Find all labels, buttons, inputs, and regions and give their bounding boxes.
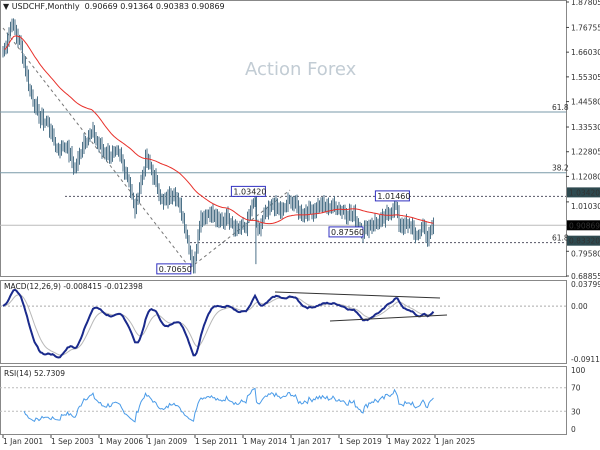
y-tick-label: 1.76755 xyxy=(571,23,600,32)
y-tick-label: 1.33530 xyxy=(571,123,600,132)
rsi-tick-label: 30 xyxy=(571,407,581,416)
price-annotation-box xyxy=(374,190,410,202)
macd-tick-label: 0.00 xyxy=(571,302,588,311)
y-tick-label: 1.12080 xyxy=(571,172,600,181)
price-tag-label: 0.83320 xyxy=(569,237,600,246)
fib-label: 61.8 xyxy=(552,234,569,243)
price-annotation-box xyxy=(156,263,192,275)
x-tick-label: 1 May 2014 xyxy=(243,437,287,446)
y-tick-label: 1.44580 xyxy=(571,98,600,107)
x-tick-label: 1 Sep 2003 xyxy=(51,437,94,446)
fib-label: 38.2 xyxy=(552,164,569,173)
x-tick-label: 1 Jan 2025 xyxy=(435,437,475,446)
x-tick-label: 1 Sep 2019 xyxy=(339,437,382,446)
price-tag-label: 1.03420 xyxy=(569,188,600,197)
price-annotation: 1.03420 xyxy=(233,187,266,196)
moving-average-line xyxy=(4,35,434,225)
y-tick-label: 1.66030 xyxy=(571,48,600,57)
x-tick-label: 1 May 2022 xyxy=(387,437,431,446)
chart-header: ▼ USDCHF,Monthly 0.90669 0.91364 0.90383… xyxy=(3,2,225,11)
macd-title: MACD(12,26,9) -0.008415 -0.012398 xyxy=(4,282,143,291)
price-tag xyxy=(567,235,600,246)
macd-tick-label: -0.091147 xyxy=(571,355,600,364)
x-tick-label: 1 Jan 2001 xyxy=(3,437,43,446)
price-annotation-box xyxy=(328,226,364,238)
y-tick-label: 1.22805 xyxy=(571,148,600,157)
macd-panel xyxy=(0,280,567,364)
price-annotation: 0.70650 xyxy=(159,265,192,274)
watermark: Action Forex xyxy=(245,59,357,80)
ohlc-values: 0.90669 0.91364 0.90383 0.90869 xyxy=(84,2,225,11)
price-tag-label: 0.90869 xyxy=(569,221,600,230)
x-tick-label: 1 May 2006 xyxy=(99,437,143,446)
x-tick-label: 1 Jan 2017 xyxy=(291,437,331,446)
rsi-panel xyxy=(0,366,567,435)
y-tick-label: 1.01030 xyxy=(571,202,600,211)
rsi-title: RSI(14) 52.7309 xyxy=(4,369,65,378)
dropdown-icon[interactable]: ▼ xyxy=(3,2,10,11)
symbol-label: USDCHF,Monthly xyxy=(11,2,80,11)
price-tag xyxy=(567,187,600,198)
macd-trendline-lower xyxy=(329,314,448,322)
price-annotation: 1.01460 xyxy=(377,192,410,201)
macd-trendline-upper xyxy=(274,291,441,299)
rsi-tick-label: 100 xyxy=(571,366,586,375)
y-tick-label: 1.55305 xyxy=(571,73,600,82)
y-tick-label: 0.68855 xyxy=(571,272,600,281)
x-tick-label: 1 Jan 2009 xyxy=(147,437,187,446)
price-annotation: 0.87560 xyxy=(331,228,364,237)
macd-signal-line xyxy=(2,294,434,356)
rsi-line xyxy=(23,387,434,423)
x-tick-label: 1 Sep 2011 xyxy=(195,437,238,446)
main-panel xyxy=(0,0,567,277)
price-annotation-box xyxy=(230,185,266,197)
y-tick-label: 1.87805 xyxy=(571,0,600,7)
macd-line xyxy=(2,288,435,359)
trend-line xyxy=(2,27,191,269)
macd-tick-label: 0.037998 xyxy=(571,280,600,289)
rsi-tick-label: 0 xyxy=(571,425,576,434)
y-tick-label: 0.79580 xyxy=(571,249,600,258)
fib-label: 61.8 xyxy=(552,103,569,112)
price-tag xyxy=(567,220,600,231)
rsi-tick-label: 70 xyxy=(571,384,581,393)
